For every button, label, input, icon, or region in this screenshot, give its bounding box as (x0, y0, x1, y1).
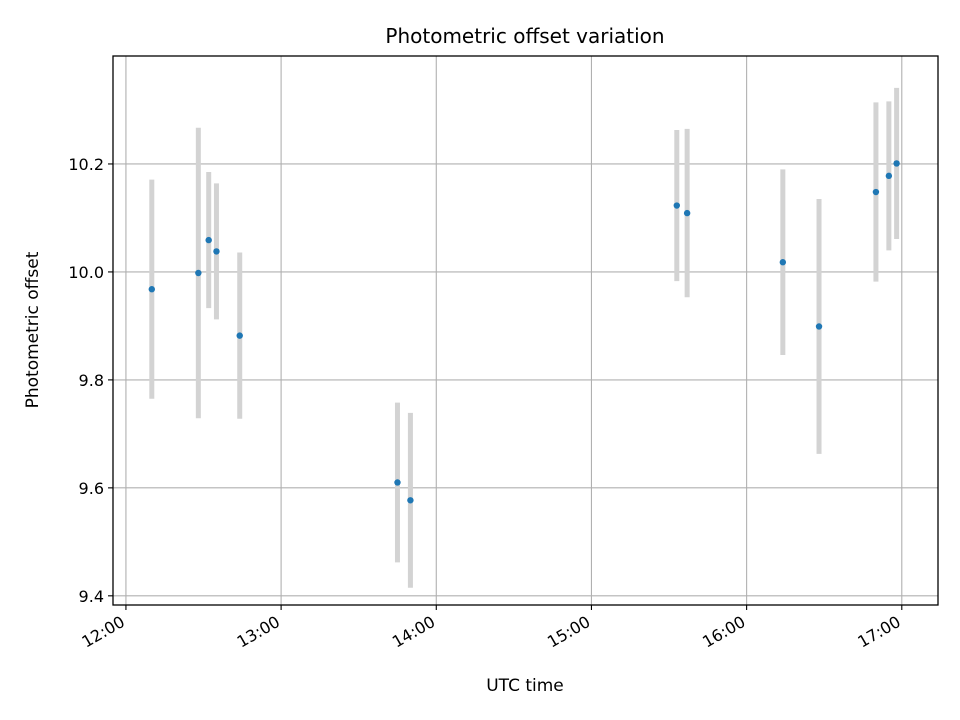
data-point (673, 202, 680, 209)
data-point (683, 209, 691, 217)
error-bars (149, 87, 900, 588)
data-points (148, 160, 900, 504)
x-axis-ticks: 12:00 13:00 14:00 15:00 16:00 17:00 (78, 605, 904, 652)
y-tick-label: 9.6 (79, 479, 104, 498)
y-tick-label: 10.0 (68, 263, 104, 282)
data-point (815, 323, 823, 330)
y-axis-ticks: 9.4 9.6 9.8 10.0 10.2 (68, 155, 113, 606)
x-tick-label: 16:00 (699, 612, 748, 652)
x-tick-label: 13:00 (234, 612, 283, 652)
data-point (205, 236, 212, 244)
data-point (195, 269, 202, 277)
data-point (779, 259, 787, 266)
chart-title: Photometric offset variation (385, 24, 664, 48)
x-tick-label: 12:00 (78, 612, 127, 652)
x-tick-label: 17:00 (854, 612, 903, 652)
y-tick-label: 9.8 (79, 371, 104, 390)
data-point (148, 286, 155, 293)
x-tick-label: 14:00 (389, 612, 438, 652)
x-tick-label: 15:00 (544, 612, 593, 652)
x-axis-label: UTC time (486, 676, 564, 696)
data-point (885, 172, 893, 180)
y-tick-label: 9.4 (79, 587, 104, 606)
data-point (872, 188, 880, 196)
data-point (236, 332, 243, 339)
data-point (394, 479, 401, 486)
y-axis-label: Photometric offset (23, 251, 43, 408)
data-point (407, 497, 414, 504)
grid (113, 56, 938, 605)
plot-frame (112, 55, 939, 606)
data-point (893, 160, 900, 167)
y-tick-label: 10.2 (68, 155, 104, 174)
data-point (213, 248, 220, 255)
